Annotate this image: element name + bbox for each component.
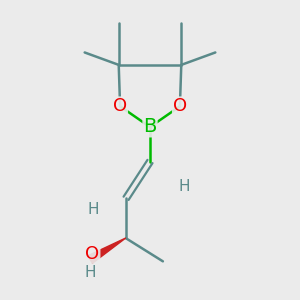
Text: O: O [85, 245, 100, 263]
Text: H: H [87, 202, 99, 217]
Polygon shape [88, 238, 126, 263]
Text: O: O [113, 97, 127, 115]
Text: H: H [178, 179, 190, 194]
Text: H: H [84, 265, 96, 280]
Text: B: B [143, 118, 157, 136]
Text: O: O [173, 97, 187, 115]
